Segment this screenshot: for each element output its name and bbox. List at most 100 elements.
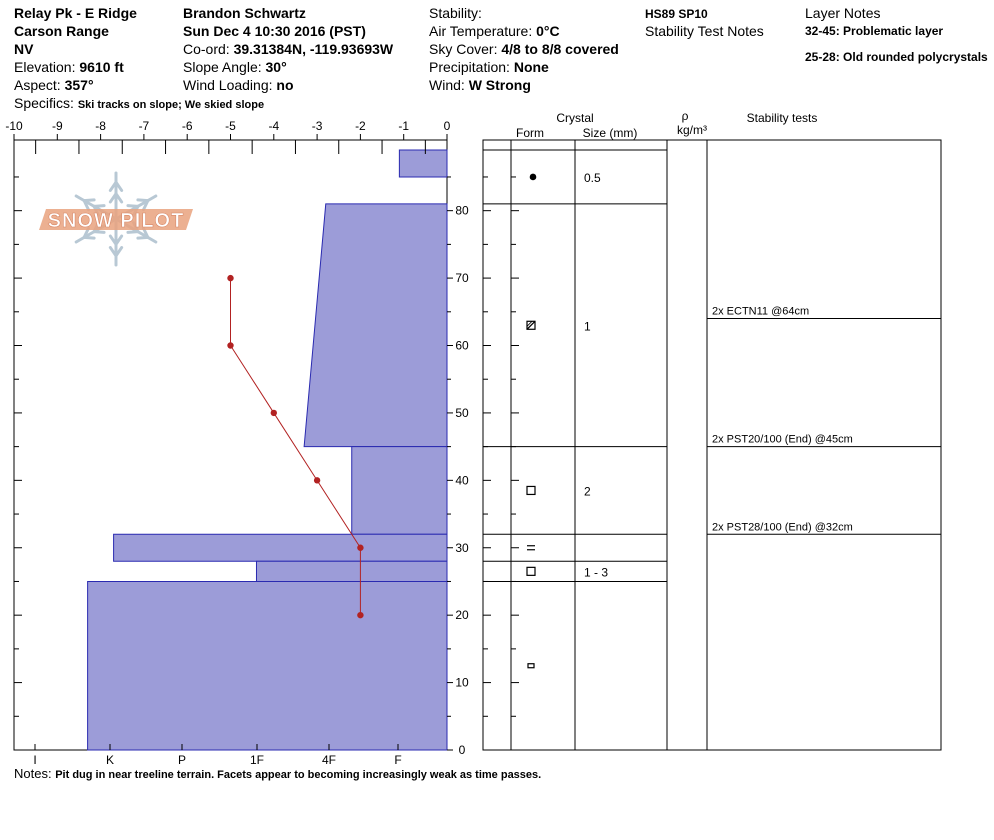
slope-value: 30° — [265, 59, 287, 75]
location: Relay Pk - E Ridge — [14, 5, 137, 21]
wind-loading: Wind Loading: no — [183, 76, 294, 94]
snowflake-branch — [142, 199, 150, 212]
precip-label: Precipitation: — [429, 59, 510, 75]
hardness-layer — [87, 580, 448, 751]
temp-tick-label: -9 — [52, 119, 63, 133]
temp-tick-label: -2 — [355, 119, 366, 133]
temperature-point — [313, 477, 321, 484]
crystal-size: 0.5 — [584, 171, 601, 185]
crystal-form-faceted — [526, 485, 536, 496]
snowflake-branch — [108, 246, 118, 258]
stability-label: Stability: — [429, 5, 482, 21]
snowpilot-logo: SNOW PILOT — [39, 171, 193, 267]
snowflake-branch — [136, 235, 150, 240]
notes-label: Notes: — [14, 766, 52, 781]
crystal-size: 1 — [584, 319, 591, 333]
hs-sp: HS89 SP10 — [645, 7, 708, 21]
snowflake-branch — [92, 230, 106, 234]
layer-notes-label: Layer Notes — [805, 5, 881, 21]
height-tick-label: 80 — [455, 204, 469, 218]
mountain-range: Carson Range — [14, 23, 109, 39]
rho-header: ρ — [682, 109, 689, 123]
crystal-size: 1 - 3 — [584, 565, 608, 579]
temp-tick-label: -3 — [312, 119, 323, 133]
sky-value: 4/8 to 8/8 covered — [501, 41, 619, 57]
layer-note-range: 32-45: — [805, 24, 840, 38]
crystal-form-mixed — [527, 663, 535, 669]
crystal-header: Crystal — [556, 111, 593, 125]
height-tick-label: 70 — [455, 271, 469, 285]
hardness-tick-label: P — [178, 753, 186, 767]
data-table-frame — [482, 139, 942, 751]
precipitation: Precipitation: None — [429, 58, 549, 76]
temperature-point — [357, 611, 364, 619]
height-tick-label: 20 — [455, 608, 469, 622]
snowflake-branch — [108, 234, 118, 246]
layer-note-range: 25-28: — [805, 50, 840, 64]
elevation: Elevation: 9610 ft — [14, 58, 124, 76]
layer-note: 25-28: Old rounded polycrystals — [805, 48, 988, 66]
notes-value: Pit dug in near treeline terrain. Facets… — [55, 769, 542, 781]
specifics: Specifics: Ski tracks on slope; We skied… — [14, 94, 264, 114]
crystal-form-hatch — [526, 320, 536, 330]
snowflake-branch — [82, 198, 96, 203]
wind-loading-value: no — [276, 77, 294, 93]
hardness-tick-label: F — [394, 753, 401, 767]
form-header: Form — [516, 126, 544, 140]
air-temperature: Air Temperature: 0°C — [429, 22, 560, 40]
height-tick-label: 50 — [455, 406, 469, 420]
layer-note-text: Problematic layer — [843, 24, 944, 38]
observer: Brandon Schwartz — [183, 5, 306, 21]
hardness-layer — [351, 446, 448, 535]
slope-angle: Slope Angle: 30° — [183, 58, 287, 76]
height-tick-label: 30 — [455, 541, 469, 555]
layer-note-text: Old rounded polycrystals — [843, 50, 988, 64]
wind-loading-label: Wind Loading: — [183, 77, 273, 93]
air-temp-label: Air Temperature: — [429, 23, 533, 39]
notes: Notes: Pit dug in near treeline terrain.… — [14, 766, 541, 781]
height-tick-label: 0 — [459, 743, 466, 757]
temp-tick-label: -10 — [5, 119, 23, 133]
crystal-form-precipitation-particle — [529, 173, 537, 181]
elevation-value: 9610 ft — [79, 59, 124, 75]
coordinates: Co-ord: 39.31384N, -119.93693W — [183, 40, 393, 58]
temperature-point — [357, 544, 364, 551]
snowflake-branch — [82, 235, 96, 240]
logo-text: SNOW PILOT — [48, 210, 185, 232]
wind-label: Wind: — [429, 77, 465, 93]
wind: Wind: W Strong — [429, 76, 531, 94]
temp-tick-label: -4 — [268, 119, 279, 133]
specifics-value: Ski tracks on slope; We skied slope — [77, 99, 265, 111]
crystal-form-faceted — [526, 320, 536, 330]
precip-value: None — [513, 59, 549, 75]
hardness-tick-label: 1F — [250, 753, 264, 767]
temperature-line — [230, 278, 361, 616]
aspect-label: Aspect: — [14, 77, 61, 93]
size-header: Size (mm) — [583, 126, 638, 140]
hardness-layer — [113, 533, 448, 562]
temp-tick-label: 0 — [444, 119, 451, 133]
temperature-point — [227, 274, 234, 282]
snowflake-branch — [108, 180, 118, 192]
sky-label: Sky Cover: — [429, 41, 498, 57]
snowflake-branch — [126, 204, 140, 208]
coord-label: Co-ord: — [183, 41, 230, 57]
datetime: Sun Dec 4 10:30 2016 (PST) — [183, 23, 366, 39]
hardness-tick-label: K — [106, 753, 114, 767]
aspect: Aspect: 357° — [14, 76, 94, 94]
temp-tick-label: -7 — [139, 119, 150, 133]
hardness-tick-label: 4F — [322, 753, 336, 767]
hardness-layer — [303, 203, 448, 448]
snowflake-branch — [114, 192, 124, 204]
air-temp-value: 0°C — [536, 23, 560, 39]
snowflake-branch — [114, 180, 124, 192]
hardness-layer — [398, 149, 448, 178]
snowflake-branch — [114, 234, 124, 246]
hardness-tick-label: I — [33, 753, 36, 767]
state: NV — [14, 41, 34, 57]
stability-test-notes-label: Stability Test Notes — [645, 23, 764, 39]
sky-cover: Sky Cover: 4/8 to 8/8 covered — [429, 40, 619, 58]
wind-value: W Strong — [468, 77, 531, 93]
stability-test-label: 2x ECTN11 @64cm — [712, 306, 809, 318]
